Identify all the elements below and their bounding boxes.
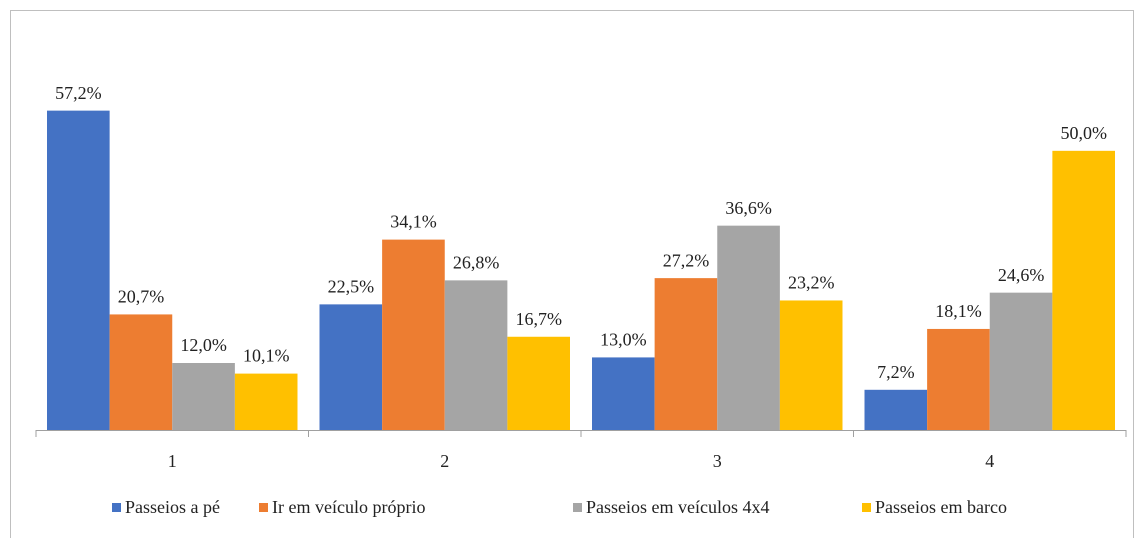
data-label: 23,2% <box>788 273 835 293</box>
bar <box>47 110 110 430</box>
x-tick-label: 4 <box>985 451 994 471</box>
bar <box>444 280 508 430</box>
data-label: 22,5% <box>328 277 375 297</box>
legend-label: Passeios em veículos 4x4 <box>586 497 769 517</box>
bar <box>592 357 655 430</box>
bar <box>172 363 235 430</box>
data-label: 20,7% <box>118 287 165 307</box>
bar <box>717 225 780 430</box>
data-label: 50,0% <box>1060 123 1107 143</box>
bar <box>654 278 718 430</box>
data-label: 12,0% <box>180 335 227 355</box>
bar <box>234 373 298 430</box>
data-label: 34,1% <box>390 212 437 232</box>
data-label: 24,6% <box>998 265 1045 285</box>
data-label: 26,8% <box>453 252 500 272</box>
bar <box>319 304 383 430</box>
legend-swatch <box>259 503 268 512</box>
data-label: 18,1% <box>935 301 982 321</box>
bar <box>507 336 570 430</box>
x-tick-label: 1 <box>168 451 177 471</box>
data-label: 57,2% <box>55 83 102 103</box>
x-tick-label: 2 <box>440 451 449 471</box>
legend-label: Ir em veículo próprio <box>272 497 425 517</box>
data-label: 27,2% <box>663 250 710 270</box>
x-tick-label: 3 <box>713 451 722 471</box>
bar <box>779 300 843 430</box>
bar <box>927 328 990 430</box>
data-label: 10,1% <box>243 346 290 366</box>
bar <box>864 389 928 430</box>
legend-label: Passeios em barco <box>875 497 1007 517</box>
legend-swatch <box>573 503 582 512</box>
bar <box>109 314 173 430</box>
legend-label: Passeios a pé <box>125 497 220 517</box>
data-label: 13,0% <box>600 330 647 350</box>
chart-frame <box>10 10 1134 538</box>
data-label: 36,6% <box>725 198 772 218</box>
legend-swatch <box>862 503 871 512</box>
bar <box>1052 150 1115 431</box>
data-label: 16,7% <box>515 309 562 329</box>
bar <box>989 292 1053 430</box>
bar <box>382 239 445 430</box>
data-label: 7,2% <box>877 362 915 382</box>
legend-swatch <box>112 503 121 512</box>
